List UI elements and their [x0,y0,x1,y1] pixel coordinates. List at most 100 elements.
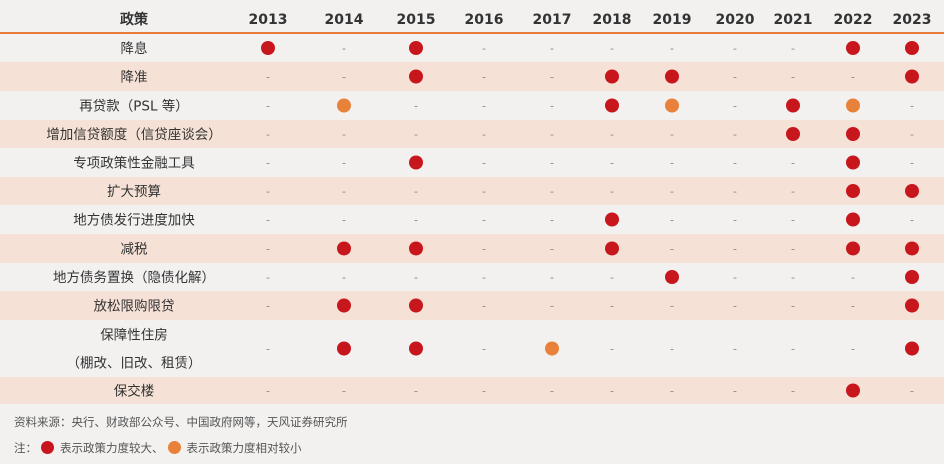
empty-mark: - [791,243,795,256]
empty-mark: - [733,214,737,227]
mark-strong [905,41,919,55]
policy-label: 保障性住房 [100,328,168,344]
empty-mark: - [733,243,737,256]
mark-strong [786,127,800,141]
empty-mark: - [610,128,614,141]
source-note: 资料来源：央行、财政部公众号、中国政府网等，天风证券研究所 [14,415,348,429]
empty-mark: - [610,185,614,198]
empty-mark: - [550,71,554,84]
row-band [0,62,944,91]
empty-mark: - [266,271,270,284]
empty-mark: - [910,385,914,398]
policy-label: 专项政策性金融工具 [73,155,195,172]
empty-mark: - [910,100,914,113]
empty-mark: - [670,157,674,170]
empty-mark: - [670,385,674,398]
mark-strong [905,184,919,198]
empty-mark: - [342,271,346,284]
empty-mark: - [482,271,486,284]
mark-strong [846,127,860,141]
empty-mark: - [550,300,554,313]
empty-mark: - [482,71,486,84]
legend-prefix: 注： [14,441,37,455]
empty-mark: - [550,185,554,198]
mark-strong [337,298,351,313]
mark-strong [605,98,619,113]
header-year-2015: 2015 [397,12,436,28]
empty-mark: - [791,157,795,170]
policy-label: 降息 [121,40,148,57]
row-band [0,177,944,205]
empty-mark: - [550,128,554,141]
empty-mark: - [550,157,554,170]
empty-mark: - [733,343,737,356]
mark-strong [605,212,619,227]
mark-strong [846,155,860,170]
empty-mark: - [733,71,737,84]
empty-mark: - [550,243,554,256]
empty-mark: - [266,243,270,256]
empty-mark: - [791,185,795,198]
empty-mark: - [791,42,795,55]
empty-mark: - [670,214,674,227]
empty-mark: - [482,243,486,256]
empty-mark: - [791,71,795,84]
mark-strong [261,41,275,55]
mark-strong [905,69,919,84]
empty-mark: - [266,185,270,198]
header-year-2023: 2023 [893,12,932,28]
mark-strong [846,383,860,398]
empty-mark: - [791,343,795,356]
empty-mark: - [910,157,914,170]
policy-label: 减税 [121,242,148,258]
policy-label: 地方债发行进度加快 [73,213,195,229]
empty-mark: - [610,385,614,398]
empty-mark: - [482,385,486,398]
empty-mark: - [266,157,270,170]
empty-mark: - [733,185,737,198]
mark-strong [846,41,860,55]
empty-mark: - [342,128,346,141]
empty-mark: - [550,385,554,398]
mark-strong [409,41,423,55]
empty-mark: - [482,300,486,313]
empty-mark: - [414,185,418,198]
empty-mark: - [482,157,486,170]
header-year-2018: 2018 [593,12,632,28]
empty-mark: - [414,385,418,398]
empty-mark: - [266,100,270,113]
policy-label: 放松限购限贷 [94,299,175,315]
empty-mark: - [791,214,795,227]
legend-weak-dot [167,441,181,454]
empty-mark: - [733,157,737,170]
empty-mark: - [342,385,346,398]
empty-mark: - [851,71,855,84]
empty-mark: - [550,42,554,55]
empty-mark: - [610,343,614,356]
empty-mark: - [266,385,270,398]
empty-mark: - [482,128,486,141]
mark-strong [905,270,919,284]
empty-mark: - [670,128,674,141]
empty-mark: - [610,42,614,55]
mark-strong [905,241,919,256]
header-year-2020: 2020 [716,12,755,28]
policy-label: 降准 [121,70,148,86]
empty-mark: - [733,300,737,313]
empty-mark: - [266,128,270,141]
empty-mark: - [791,271,795,284]
policy-label: 保交楼 [114,383,155,400]
mark-strong [905,341,919,356]
policy-label: 地方债务置换（隐债化解） [53,270,215,286]
mark-strong [409,155,423,170]
mark-strong [665,270,679,284]
mark-weak [337,98,351,113]
empty-mark: - [670,185,674,198]
empty-mark: - [851,300,855,313]
empty-mark: - [482,100,486,113]
empty-mark: - [791,300,795,313]
empty-mark: - [342,185,346,198]
policy-label: 扩大预算 [107,184,161,200]
empty-mark: - [342,214,346,227]
legend-strong-label: 表示政策力度较大、 [60,441,164,455]
